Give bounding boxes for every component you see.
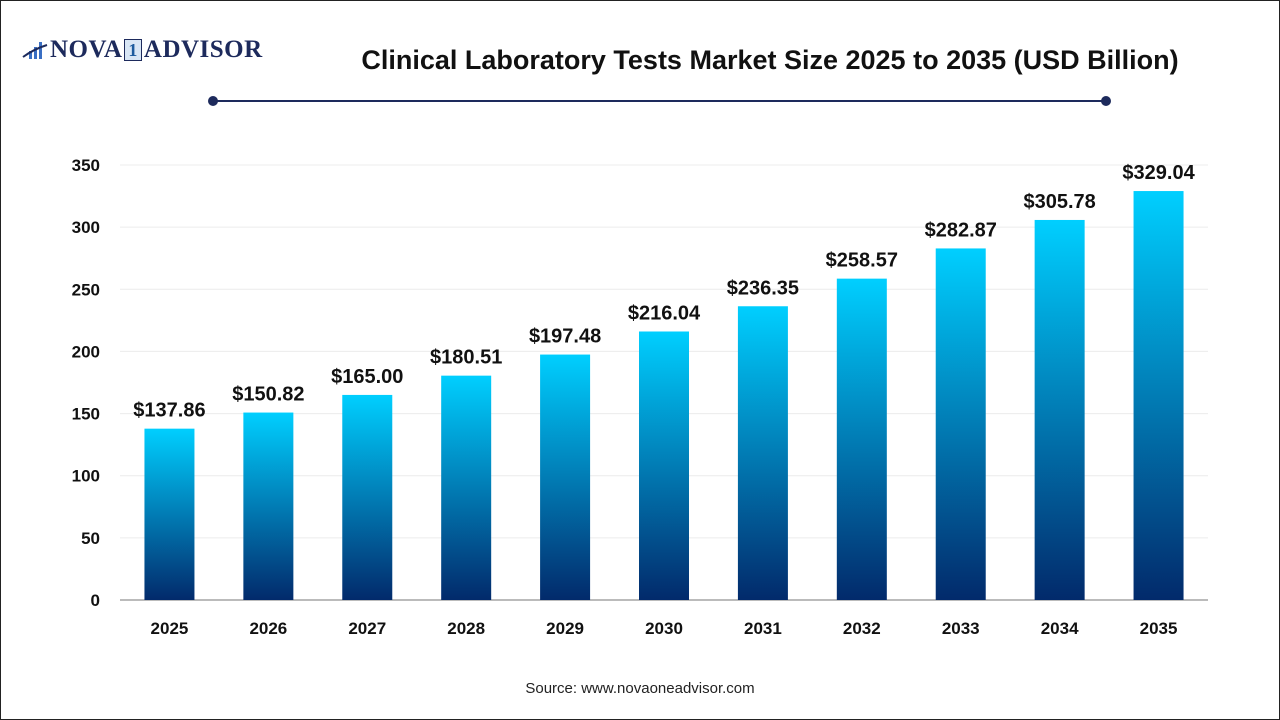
y-tick-label: 0 — [91, 591, 100, 610]
bar-2025 — [144, 428, 195, 600]
x-tick-label: 2028 — [447, 619, 485, 638]
logo-text-advisor: ADVISOR — [143, 36, 263, 63]
bar-2033 — [935, 248, 986, 601]
bar-2035 — [1133, 191, 1184, 600]
data-label: $258.57 — [826, 250, 898, 272]
y-tick-label: 300 — [72, 218, 100, 237]
logo-text-one: 1 — [124, 39, 142, 61]
x-tick-label: 2026 — [249, 619, 287, 638]
x-tick-label: 2032 — [843, 619, 881, 638]
data-label: $165.00 — [331, 366, 403, 388]
bar-2030 — [639, 331, 689, 600]
data-label: $236.35 — [727, 277, 799, 299]
x-tick-label: 2034 — [1041, 619, 1079, 638]
logo: NOVA 1 ADVISOR — [22, 36, 263, 64]
bar-2026 — [243, 412, 294, 600]
y-tick-label: 250 — [72, 280, 100, 299]
logo-text-nova: NOVA — [50, 36, 123, 63]
y-tick-label: 350 — [72, 156, 100, 175]
x-tick-label: 2029 — [546, 619, 584, 638]
data-label: $137.86 — [133, 400, 205, 422]
data-label: $305.78 — [1023, 191, 1095, 213]
title-rule-dot-left — [208, 96, 218, 106]
source-note: Source: www.novaoneadvisor.com — [525, 680, 755, 697]
data-label: $329.04 — [1122, 162, 1195, 184]
title-rule — [213, 100, 1106, 102]
y-tick-label: 100 — [72, 467, 100, 486]
title-rule-dot-right — [1101, 96, 1111, 106]
bar-2029 — [540, 354, 591, 600]
bar-2031 — [737, 306, 788, 600]
bar-chart-swoosh-icon — [22, 42, 48, 59]
x-tick-label: 2030 — [645, 619, 683, 638]
data-label: $150.82 — [232, 384, 304, 406]
bar-2028 — [441, 375, 492, 600]
x-tick-label: 2033 — [942, 619, 980, 638]
y-tick-label: 200 — [72, 342, 100, 361]
y-tick-label: 150 — [72, 405, 100, 424]
data-label: $282.87 — [925, 219, 997, 241]
data-label: $216.04 — [628, 302, 701, 324]
x-tick-label: 2027 — [348, 619, 386, 638]
data-label: $197.48 — [529, 326, 601, 348]
bar-2034 — [1034, 219, 1085, 600]
data-label: $180.51 — [430, 347, 502, 369]
bar-2032 — [836, 278, 887, 600]
x-tick-label: 2025 — [151, 619, 189, 638]
y-tick-label: 50 — [81, 529, 100, 548]
x-tick-label: 2035 — [1140, 619, 1178, 638]
chart-title: Clinical Laboratory Tests Market Size 20… — [361, 45, 1179, 75]
bar-2027 — [342, 394, 393, 600]
x-tick-label: 2031 — [744, 619, 782, 638]
